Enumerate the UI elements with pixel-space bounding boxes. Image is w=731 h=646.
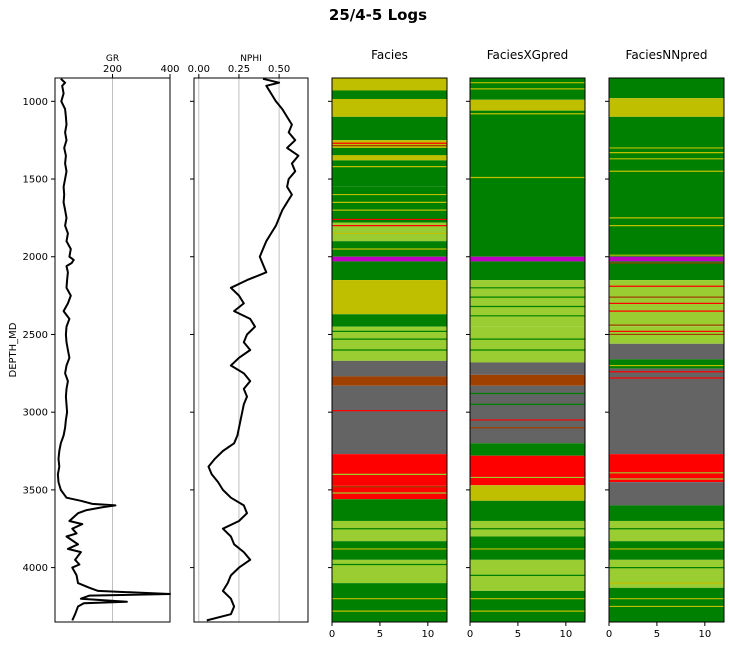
facies-interval: [609, 261, 724, 281]
facies-interval: [332, 78, 447, 91]
track-frame: [193, 77, 309, 623]
x-tick-label: 0: [329, 629, 335, 640]
track-frame: [331, 77, 448, 623]
facies-interval: [332, 559, 447, 584]
figure-title: 25/4-5 Logs: [329, 6, 427, 24]
facies-interval: [470, 256, 585, 262]
track-title: FaciesNNpred: [626, 48, 708, 62]
facies-interval: [470, 99, 585, 111]
facies-interval: [332, 541, 447, 560]
track-title: Facies: [371, 48, 408, 62]
facies-interval: [332, 155, 447, 161]
y-tick-label: 3000: [23, 408, 48, 419]
tracks-group: 200 400GR10001500200025003000350040000.00…: [23, 48, 725, 640]
y-tick-label: 1500: [23, 175, 48, 186]
track-2: 0 5 10 Facies: [328, 48, 448, 640]
facies-interval: [470, 261, 585, 281]
facies-interval: [609, 343, 724, 360]
facies-interval: [470, 326, 585, 363]
track-title: FaciesXGpred: [487, 48, 569, 62]
y-tick-label: 2500: [23, 330, 48, 341]
track-frame: [608, 77, 725, 623]
facies-interval: [332, 314, 447, 327]
facies-interval: [609, 587, 724, 622]
track-title: NPHI: [240, 54, 262, 64]
x-tick-label: 200: [103, 64, 122, 75]
facies-interval: [609, 98, 724, 117]
facies-interval: [332, 116, 447, 141]
facies-interval: [470, 280, 585, 327]
facies-interval: [470, 443, 585, 456]
facies-interval: [332, 376, 447, 386]
facies-interval: [332, 140, 447, 148]
facies-interval: [332, 147, 447, 156]
track-title: GR: [106, 54, 119, 64]
facies-interval: [470, 500, 585, 521]
facies-interval: [470, 485, 585, 501]
y-tick-label: 3500: [23, 485, 48, 496]
x-tick-label: 0: [606, 629, 612, 640]
x-tick-label: 10: [698, 629, 711, 640]
facies-interval: [470, 374, 585, 386]
y-tick-label: 2000: [23, 252, 48, 263]
facies-interval: [609, 78, 724, 99]
x-tick-label: 0.50: [268, 64, 290, 75]
facies-interval: [470, 590, 585, 622]
y-tick-label: 4000: [23, 563, 48, 574]
track-1: 0.00 0.25 0.50 NPHI: [188, 54, 309, 623]
facies-interval: [332, 256, 447, 262]
facies-interval: [609, 116, 724, 257]
facies-interval: [332, 186, 447, 223]
x-tick-label: 0.00: [188, 64, 210, 75]
facies-interval: [470, 455, 585, 486]
x-tick-label: 5: [654, 629, 660, 640]
facies-interval: [332, 499, 447, 521]
log-curve-nphi: [206, 77, 300, 622]
y-tick-label: 1000: [23, 97, 48, 108]
x-tick-label: 0: [467, 629, 473, 640]
facies-interval: [609, 454, 724, 483]
facies-interval: [332, 454, 447, 486]
x-tick-label: 10: [559, 629, 572, 640]
x-tick-label: 5: [515, 629, 521, 640]
facies-interval: [609, 541, 724, 560]
track-frame: [469, 77, 586, 623]
facies-interval: [332, 261, 447, 281]
log-curve-gr: [56, 78, 171, 621]
facies-interval: [332, 160, 447, 187]
facies-interval: [332, 485, 447, 500]
track-3: 0 5 10 FaciesXGpred: [466, 48, 586, 640]
facies-interval: [332, 360, 447, 377]
facies-interval: [332, 583, 447, 622]
facies-interval: [609, 482, 724, 506]
facies-interval: [609, 368, 724, 455]
facies-interval: [332, 90, 447, 99]
track-4: 0 5 10 FaciesNNpred: [605, 48, 725, 640]
track-frame: [54, 77, 171, 623]
facies-interval: [470, 110, 585, 257]
facies-interval: [332, 520, 447, 542]
facies-interval: [332, 222, 447, 242]
facies-interval: [609, 326, 724, 344]
facies-interval: [332, 98, 447, 117]
facies-interval: [609, 359, 724, 369]
y-axis-label: DEPTH_MD: [8, 322, 19, 377]
x-tick-label: 5: [377, 629, 383, 640]
facies-interval: [470, 362, 585, 375]
facies-interval: [609, 520, 724, 542]
facies-interval: [609, 256, 724, 262]
facies-interval: [332, 326, 447, 361]
facies-interval: [332, 280, 447, 315]
facies-interval: [609, 505, 724, 521]
facies-interval: [470, 536, 585, 560]
x-tick-label: 400: [160, 64, 179, 75]
x-tick-label: 0.25: [228, 64, 250, 75]
facies-interval: [332, 385, 447, 455]
facies-interval: [470, 385, 585, 444]
track-0: 200 400 GR 1000 1500 2000 2500 3000 3500 4000: [23, 54, 180, 623]
x-tick-label: 10: [421, 629, 434, 640]
